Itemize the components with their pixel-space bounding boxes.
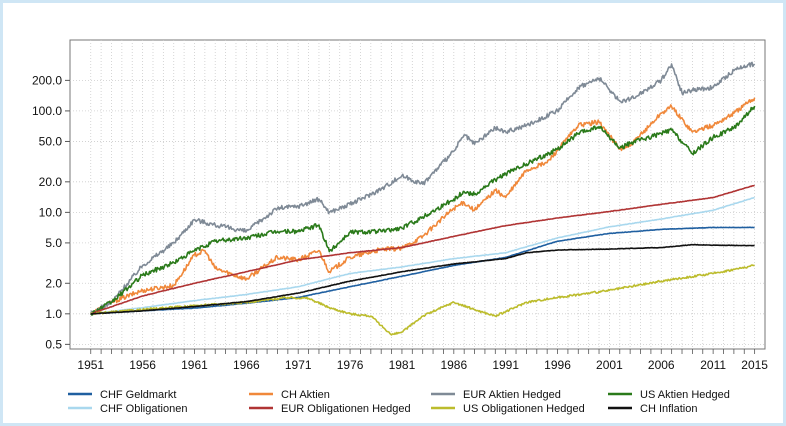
x-tick-label: 1961: [181, 358, 208, 372]
legend-label: EUR Aktien Hedged: [463, 389, 561, 401]
y-tick-label: 100.0: [32, 104, 62, 118]
legend-label: CH Aktien: [281, 389, 330, 401]
x-tick-label: 1976: [337, 358, 364, 372]
y-tick-label: 10.0: [39, 205, 63, 219]
series-line-chf-geldmarkt: [90, 226, 755, 315]
x-tick-label: 1971: [285, 358, 312, 372]
series-line-us-aktien-hedged: [90, 105, 756, 316]
series-line-us-obligationen-hedged: [90, 264, 755, 336]
series-line-eur-aktien-hedged: [89, 61, 756, 315]
legend-label: EUR Obligationen Hedged: [281, 403, 411, 415]
y-tick-label: 50.0: [39, 134, 63, 148]
series-line-chf-obligationen: [90, 196, 755, 315]
legend-label: US Aktien Hedged: [640, 389, 730, 401]
series-line-eur-obligationen-hedged: [90, 184, 755, 315]
x-tick-label: 1981: [389, 358, 416, 372]
x-tick-label: 1966: [233, 358, 260, 372]
series-line-ch-aktien: [90, 97, 756, 316]
x-tick-label: 2015: [741, 358, 768, 372]
legend-label: US Obligationen Hedged: [463, 403, 585, 415]
series-line-ch-inflation: [90, 243, 755, 315]
x-tick-label: 2001: [596, 358, 623, 372]
line-chart: 0.5 1.0 2.0 5.0 10.0 20.0 50.0 100.0 200.0 1951 19…: [32, 39, 768, 415]
legend-label: CH Inflation: [640, 403, 697, 415]
x-tick-label: 1956: [129, 358, 156, 372]
legend-label: CHF Obligationen: [100, 403, 187, 415]
x-tick-label: 1991: [492, 358, 519, 372]
y-tick-label: 0.5: [45, 337, 62, 351]
legend-label: CHF Geldmarkt: [100, 389, 176, 401]
x-tick-label: 1986: [440, 358, 467, 372]
plot-area: [69, 39, 766, 350]
x-tick-label: 2011: [700, 358, 726, 372]
y-tick-label: 20.0: [39, 175, 63, 189]
y-tick-label: 200.0: [32, 73, 62, 87]
y-tick-label: 5.0: [45, 236, 62, 250]
x-tick-label: 1996: [544, 358, 571, 372]
x-tick-label: 2006: [648, 358, 675, 372]
x-tick-label: 1951: [77, 358, 104, 372]
y-tick-label: 1.0: [45, 307, 62, 321]
y-tick-label: 2.0: [45, 276, 62, 290]
